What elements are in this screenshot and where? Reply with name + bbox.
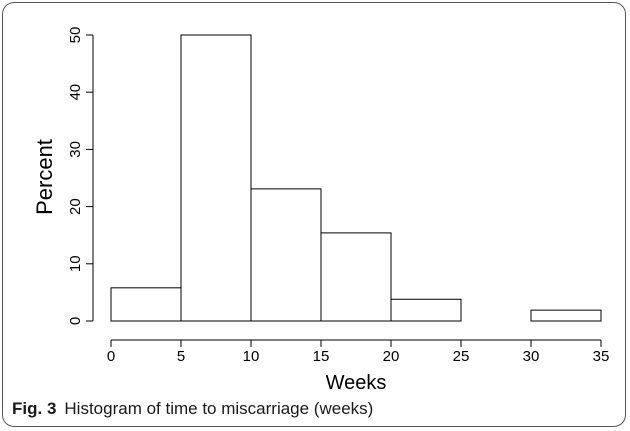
y-tick-label: 50 [67, 27, 84, 44]
x-tick-label: 20 [383, 348, 400, 365]
x-axis-title: Weeks [326, 372, 387, 394]
y-tick-label: 0 [67, 317, 84, 325]
y-tick-label: 10 [67, 255, 84, 272]
x-tick-label: 0 [107, 348, 115, 365]
bar-0-5 [110, 287, 182, 322]
bar-20-25 [390, 298, 462, 322]
y-tick-label: 20 [67, 198, 84, 215]
y-axis-title: Percent [32, 139, 57, 215]
x-tick-label: 15 [313, 348, 330, 365]
y-tick-label: 30 [67, 141, 84, 158]
bar-15-20 [320, 232, 392, 322]
x-tick-label: 25 [453, 348, 470, 365]
bar-5-10 [180, 34, 252, 322]
figure-caption: Fig. 3 Histogram of time to miscarriage (… [12, 399, 373, 419]
y-tick-label: 40 [67, 84, 84, 101]
figure-number: Fig. 3 [12, 399, 57, 418]
x-tick-label: 35 [593, 348, 610, 365]
x-tick-label: 30 [523, 348, 540, 365]
x-tick-label: 5 [177, 348, 185, 365]
bar-30-35 [530, 309, 602, 322]
bar-10-15 [250, 188, 322, 322]
axes: 0 5 10 15 20 25 30 35 0 10 20 30 40 50 [67, 27, 609, 365]
caption-text: Histogram of time to miscarriage (weeks) [64, 399, 374, 418]
bars [110, 34, 602, 322]
x-tick-label: 10 [243, 348, 260, 365]
